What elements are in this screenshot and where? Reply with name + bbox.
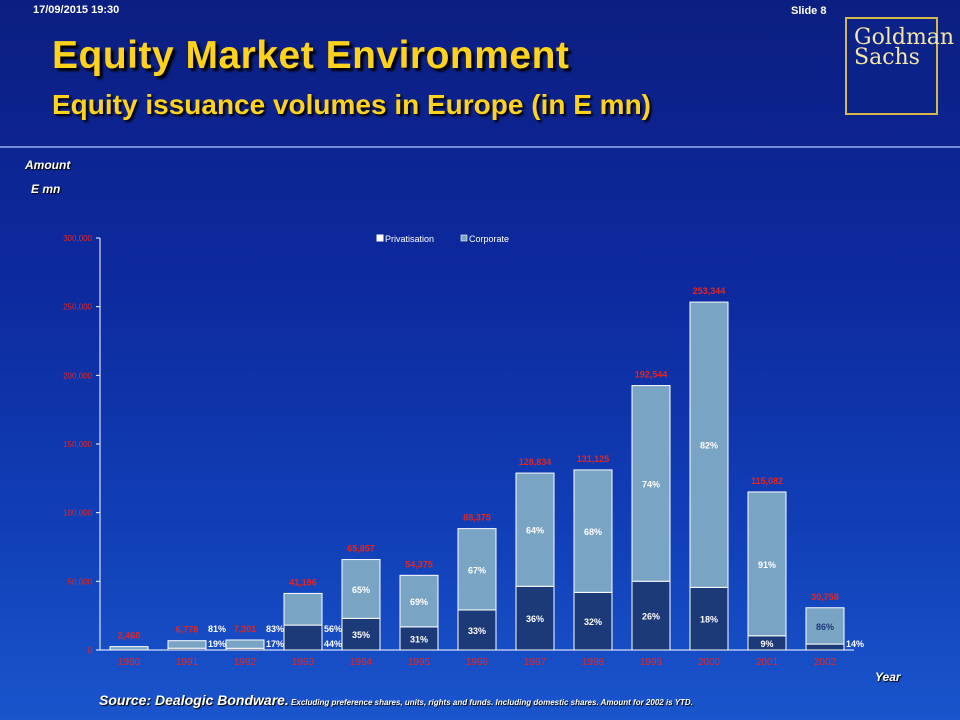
- datestamp: 17/09/2015 19:30: [33, 4, 120, 16]
- corporate-share-label: 82%: [700, 441, 718, 451]
- privatisation-share-label: 35%: [352, 630, 370, 640]
- bar-privatisation: [573, 591, 613, 651]
- bar-corporate: [167, 640, 207, 649]
- x-tick-label: 1997: [524, 657, 547, 668]
- logo-line-1: Goldman: [854, 25, 955, 50]
- total-data-label: 128,834: [519, 457, 552, 467]
- bar-privatisation: [805, 643, 845, 651]
- bar-corporate: [457, 528, 497, 611]
- privatisation-share-label: 26%: [642, 612, 660, 622]
- x-tick-label: 1995: [408, 657, 431, 668]
- x-tick-label: 2002: [814, 657, 837, 668]
- bar-privatisation: [689, 586, 729, 651]
- legend-label-privatisation: Privatisation: [385, 234, 434, 244]
- total-data-label: 192,544: [635, 370, 668, 380]
- bar-privatisation: [283, 624, 323, 651]
- bar-corporate: [515, 472, 555, 587]
- bar-corporate: [399, 574, 439, 628]
- corporate-share-label: 68%: [584, 527, 602, 537]
- total-data-label: 2,460: [118, 631, 141, 641]
- bar-privatisation: [341, 617, 381, 651]
- privatisation-share-label: 44%: [324, 639, 342, 649]
- y-tick-label: 200,000: [63, 371, 92, 380]
- corporate-share-label: 56%: [324, 624, 342, 634]
- privatisation-share-label: 33%: [468, 626, 486, 636]
- bar-corporate: [631, 385, 671, 582]
- x-tick-label: 1999: [640, 657, 663, 668]
- bar-privatisation: [515, 585, 555, 651]
- corporate-share-label: 91%: [758, 560, 776, 570]
- total-data-label: 6,778: [176, 625, 199, 635]
- y-tick-label: 50,000: [68, 577, 93, 586]
- y-tick-label: 100,000: [63, 509, 92, 518]
- slide-number: Slide 8: [791, 5, 827, 17]
- legend-swatch-privatisation: [376, 234, 384, 242]
- y-tick-label: 250,000: [63, 303, 92, 312]
- privatisation-share-label: 18%: [700, 615, 718, 625]
- total-data-label: 30,758: [811, 592, 839, 602]
- privatisation-share-label: 32%: [584, 617, 602, 627]
- legend-label-corporate: Corporate: [469, 234, 509, 244]
- x-tick-label: 1993: [292, 657, 315, 668]
- source-text: Source: Dealogic Bondware.: [99, 692, 289, 708]
- page-title: Equity Market Environment: [52, 34, 570, 77]
- y-tick-label: 0: [88, 646, 93, 655]
- goldman-sachs-logo: Goldman Sachs: [845, 17, 954, 115]
- total-data-label: 88,375: [463, 513, 491, 523]
- total-data-label: 7,301: [234, 624, 257, 634]
- bar-corporate: [283, 592, 323, 626]
- x-tick-label: 2001: [756, 657, 779, 668]
- source-footnote: Source: Dealogic Bondware. Excluding pre…: [99, 692, 693, 710]
- privatisation-share-label: 36%: [526, 614, 544, 624]
- bar-corporate: [573, 469, 613, 593]
- bar-corporate: [805, 607, 845, 645]
- page-subtitle: Equity issuance volumes in Europe (in E …: [52, 89, 652, 120]
- corporate-share-label: 86%: [816, 622, 834, 632]
- y-axis-label-amount: Amount: [25, 158, 71, 172]
- privatisation-share-label: 31%: [410, 634, 428, 644]
- bar-corporate: [225, 639, 265, 649]
- total-data-label: 65,857: [347, 544, 375, 554]
- x-tick-label: 1998: [582, 657, 605, 668]
- corporate-share-label: 83%: [266, 624, 284, 634]
- x-axis-label: Year: [875, 670, 901, 684]
- corporate-share-label: 64%: [526, 526, 544, 536]
- bar-corporate: [689, 301, 729, 588]
- privatisation-share-label: 17%: [266, 639, 284, 649]
- total-data-label: 253,344: [693, 286, 726, 296]
- x-tick-label: 1996: [466, 657, 489, 668]
- bar-corporate: [341, 559, 381, 619]
- y-axis-label-unit: E mn: [31, 182, 61, 196]
- total-data-label: 41,196: [289, 577, 317, 587]
- total-data-label: 115,082: [751, 476, 783, 486]
- privatisation-share-label: 19%: [208, 639, 226, 649]
- corporate-share-label: 74%: [642, 479, 660, 489]
- header-band: [0, 0, 960, 148]
- header-divider: [0, 146, 960, 148]
- corporate-share-label: 69%: [410, 597, 428, 607]
- bar-total: [109, 646, 149, 651]
- x-tick-label: 1990: [118, 657, 141, 668]
- privatisation-share-label: 9%: [760, 639, 773, 649]
- total-data-label: 54,375: [405, 559, 433, 569]
- privatisation-share-label: 14%: [846, 639, 864, 649]
- corporate-share-label: 67%: [468, 565, 486, 575]
- logo-line-2: Sachs: [854, 45, 920, 70]
- source-note: Excluding preference shares, units, righ…: [288, 698, 693, 707]
- x-tick-label: 1992: [234, 657, 257, 668]
- legend-swatch-corporate: [460, 234, 468, 242]
- x-tick-label: 1991: [176, 657, 199, 668]
- total-data-label: 131,125: [577, 454, 610, 464]
- y-tick-label: 300,000: [63, 234, 92, 243]
- y-tick-label: 150,000: [63, 440, 92, 449]
- x-tick-label: 1994: [350, 657, 373, 668]
- corporate-share-label: 65%: [352, 585, 370, 595]
- corporate-share-label: 81%: [208, 624, 226, 634]
- x-tick-label: 2000: [698, 657, 721, 668]
- bar-corporate: [747, 491, 787, 637]
